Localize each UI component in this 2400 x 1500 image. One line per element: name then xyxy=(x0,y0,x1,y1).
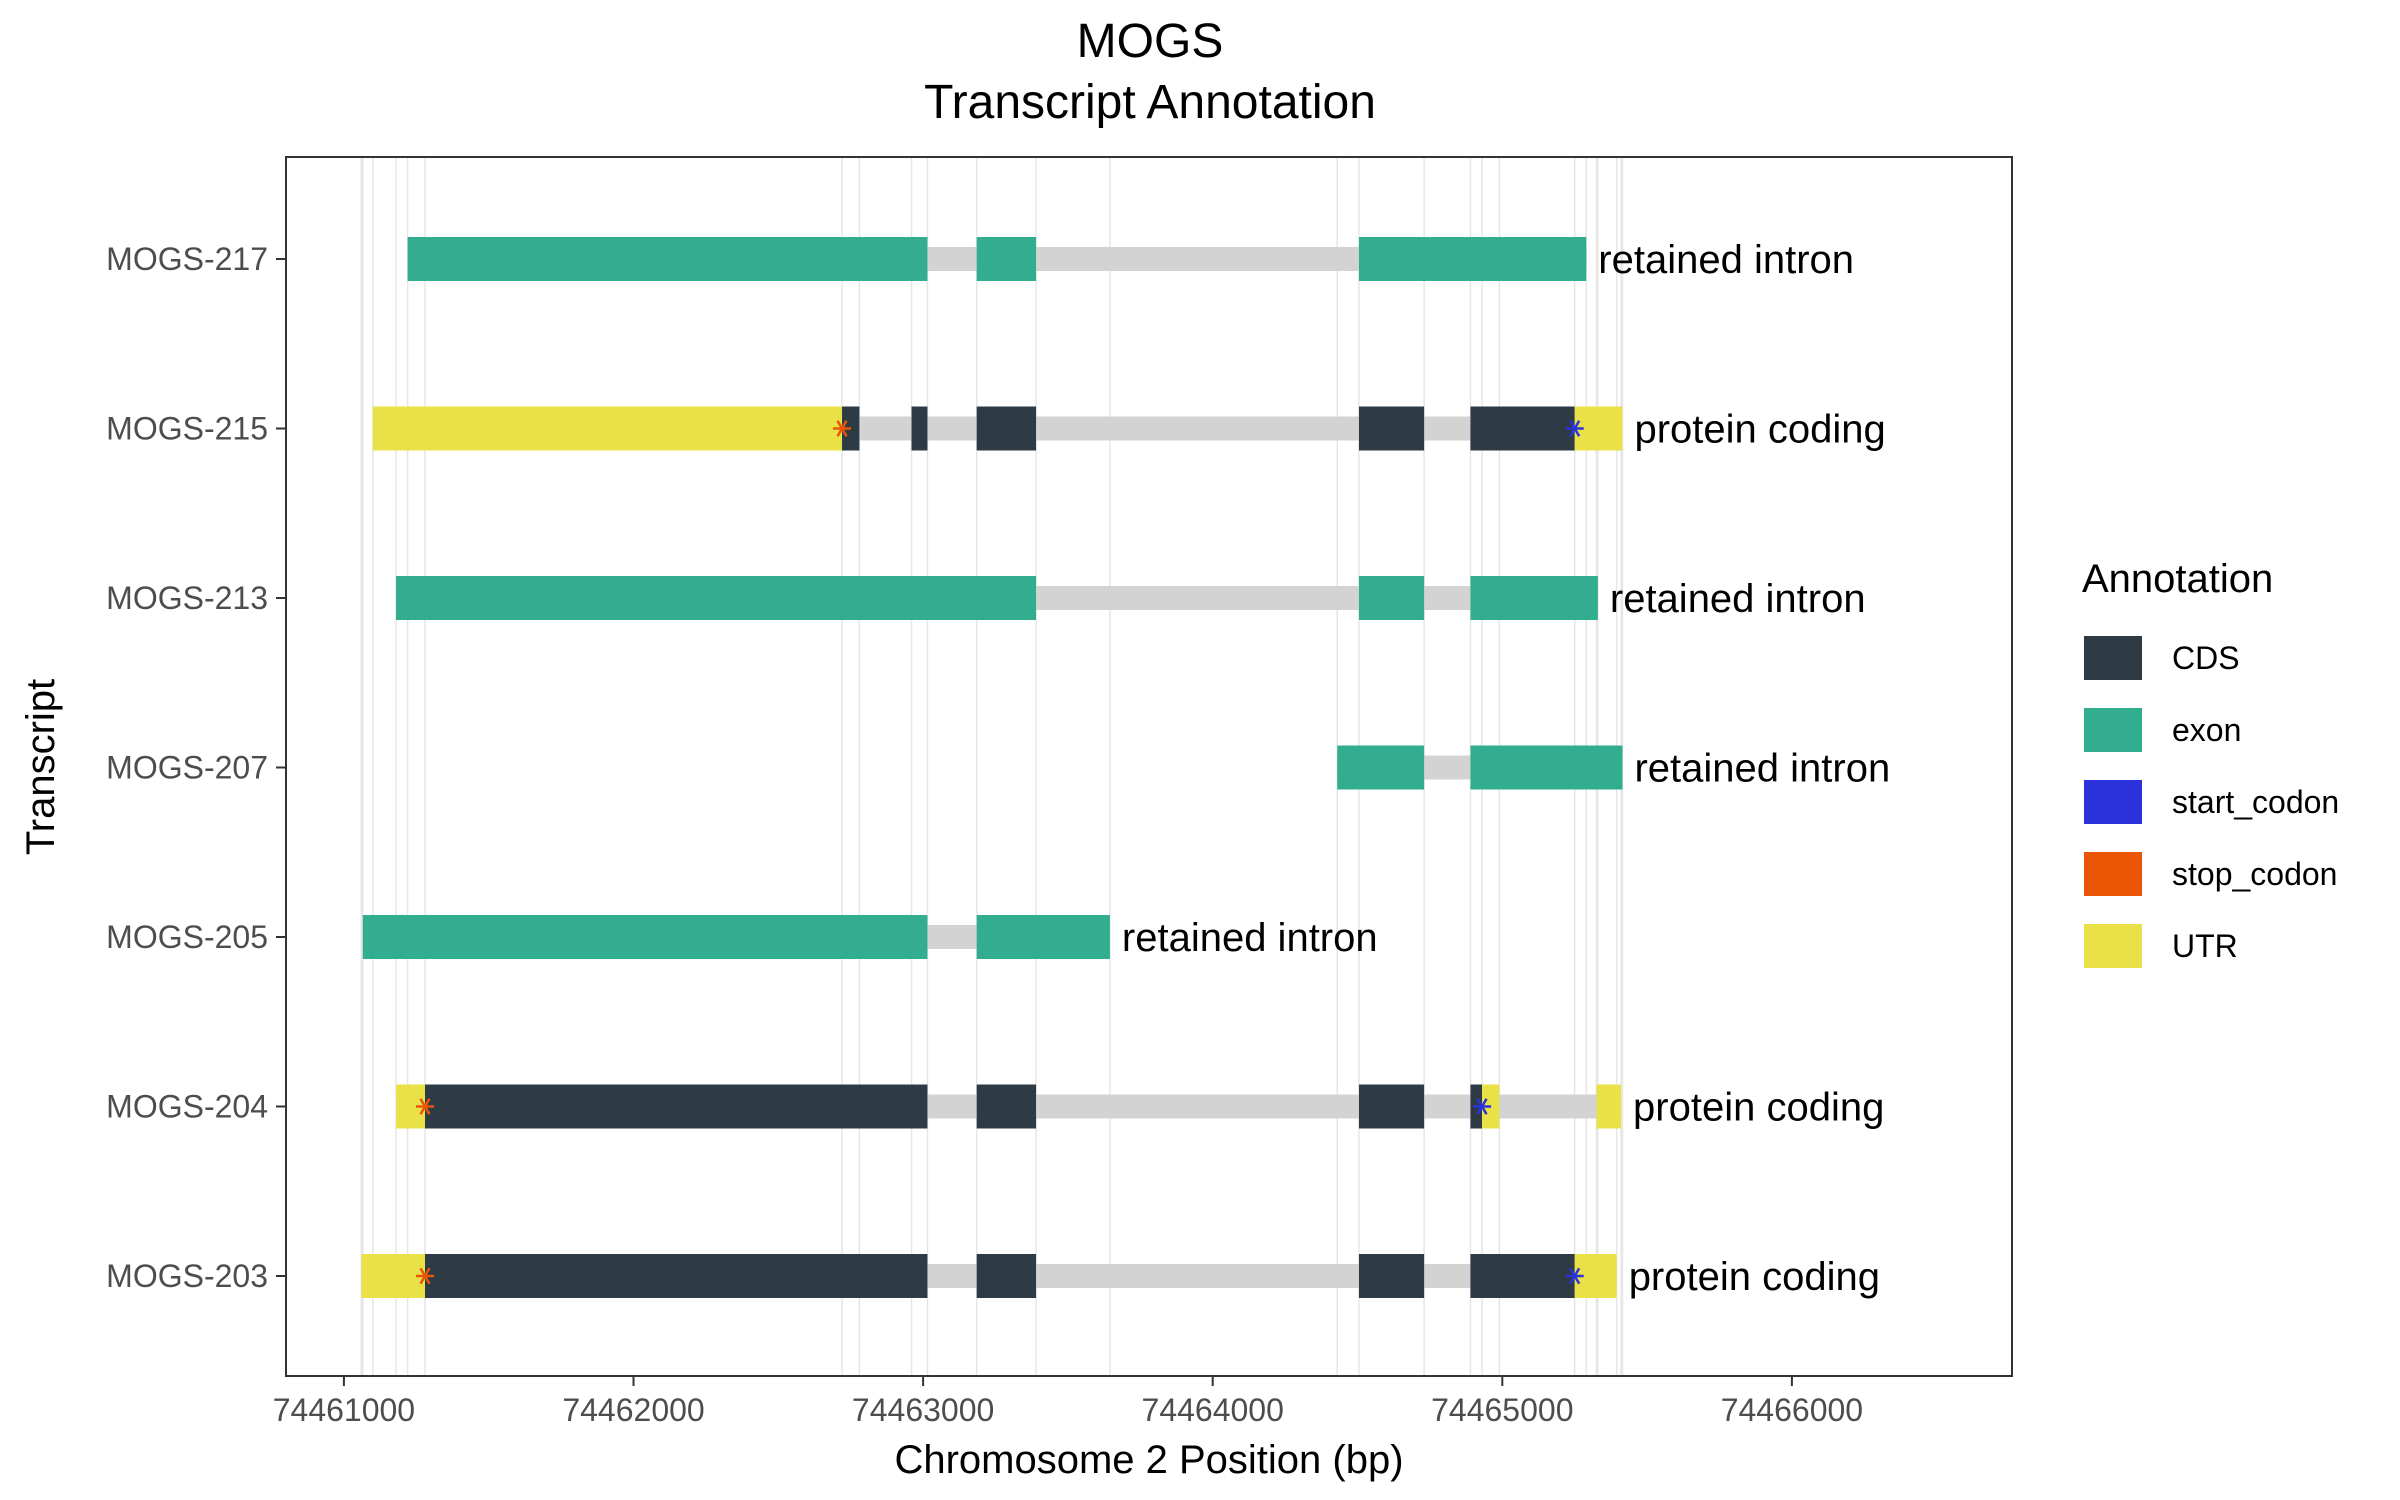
exon-segment xyxy=(976,237,1037,281)
biotype-label: protein coding xyxy=(1633,1086,1884,1130)
y-axis: MOGS-217 MOGS-215 MOGS-213 MOGS-207 MOGS-205… xyxy=(106,241,286,1294)
cds-segment xyxy=(1358,1254,1425,1298)
biotype-label: retained intron xyxy=(1122,916,1378,960)
transcript-row: retained intron xyxy=(396,576,1866,621)
stop-codon-marker xyxy=(416,1098,435,1115)
y-tick-label: MOGS-217 xyxy=(106,241,268,277)
legend-swatch-start-codon xyxy=(2084,780,2142,824)
legend-swatch-CDS xyxy=(2084,636,2142,680)
transcript-row: protein coding xyxy=(372,406,1886,452)
cds-segment xyxy=(976,1254,1037,1298)
biotype-label: retained intron xyxy=(1598,238,1854,282)
cds-segment xyxy=(1358,406,1425,451)
y-tick-label: MOGS-215 xyxy=(106,411,268,447)
transcript-row: retained intron xyxy=(1337,745,1890,791)
utr-segment xyxy=(361,1254,426,1298)
x-tick-label: 74462000 xyxy=(562,1392,704,1428)
x-tick-label: 74461000 xyxy=(273,1392,415,1428)
exon-segment xyxy=(1470,576,1598,620)
x-tick-label: 74465000 xyxy=(1431,1392,1573,1428)
legend-swatch-UTR xyxy=(2084,924,2142,968)
stop-codon-marker xyxy=(833,420,852,437)
y-axis-title: Transcript xyxy=(19,679,63,855)
legend-label-start-codon: start_codon xyxy=(2172,784,2339,820)
x-tick-label: 74463000 xyxy=(852,1392,994,1428)
x-axis-title: Chromosome 2 Position (bp) xyxy=(894,1438,1403,1482)
cds-segment xyxy=(1470,1254,1575,1298)
transcript-row: protein coding xyxy=(361,1254,1880,1299)
utr-segment xyxy=(372,406,843,451)
legend-label-UTR: UTR xyxy=(2172,928,2238,964)
x-tick-label: 74464000 xyxy=(1142,1392,1284,1428)
utr-segment xyxy=(1596,1084,1622,1129)
codon-marker-stroke xyxy=(419,1267,431,1285)
cds-segment xyxy=(425,1254,928,1298)
exon-segment xyxy=(1358,576,1425,620)
biotype-label: protein coding xyxy=(1629,1255,1880,1299)
cds-segment xyxy=(911,406,928,451)
cds-segment xyxy=(976,406,1037,451)
y-tick-label: MOGS-207 xyxy=(106,750,268,786)
biotype-label: retained intron xyxy=(1610,577,1866,621)
cds-segment xyxy=(1358,1084,1425,1129)
exon-segment xyxy=(1358,237,1587,281)
cds-segment xyxy=(425,1084,928,1129)
legend-label-exon: exon xyxy=(2172,712,2241,748)
legend-label-stop-codon: stop_codon xyxy=(2172,856,2337,892)
legend-swatch-exon xyxy=(2084,708,2142,752)
transcript-row: retained intron xyxy=(407,237,1854,282)
transcript-row: retained intron xyxy=(362,915,1378,960)
codon-marker-stroke xyxy=(419,1098,431,1115)
cds-segment xyxy=(976,1084,1037,1129)
start-codon-marker xyxy=(1565,1267,1584,1285)
legend: Annotation CDS exon start_codon stop_codon U… xyxy=(2082,557,2339,968)
transcript-marks: retained intron protein coding retained in… xyxy=(361,237,1890,1299)
exon-segment xyxy=(396,576,1037,620)
codon-marker-stroke xyxy=(836,420,848,437)
legend-title: Annotation xyxy=(2082,557,2273,601)
legend-label-CDS: CDS xyxy=(2172,640,2240,676)
codon-marker-stroke xyxy=(1569,420,1581,437)
exon-segment xyxy=(1337,745,1425,790)
y-tick-label: MOGS-205 xyxy=(106,919,268,955)
exon-segment xyxy=(976,915,1110,959)
stop-codon-marker xyxy=(416,1267,435,1285)
y-tick-label: MOGS-204 xyxy=(106,1089,268,1125)
exon-segment xyxy=(407,237,928,281)
chart-title: MOGS xyxy=(1077,15,1224,68)
biotype-label: retained intron xyxy=(1634,747,1890,791)
codon-marker-stroke xyxy=(1476,1098,1488,1115)
codon-marker-stroke xyxy=(1569,1267,1581,1285)
exon-segment xyxy=(362,915,928,959)
chart-subtitle: Transcript Annotation xyxy=(924,76,1376,129)
x-axis: 74461000 74462000 74463000 74464000 74465000… xyxy=(273,1376,1863,1428)
exon-segment xyxy=(1470,745,1623,790)
y-tick-label: MOGS-203 xyxy=(106,1258,268,1294)
start-codon-marker xyxy=(1473,1098,1492,1115)
x-tick-label: 74466000 xyxy=(1721,1392,1863,1428)
y-tick-label: MOGS-213 xyxy=(106,580,268,616)
cds-segment xyxy=(1470,406,1575,451)
start-codon-marker xyxy=(1565,420,1584,437)
legend-swatch-stop-codon xyxy=(2084,852,2142,896)
biotype-label: protein coding xyxy=(1634,408,1885,452)
transcript-row: protein coding xyxy=(396,1084,1884,1130)
